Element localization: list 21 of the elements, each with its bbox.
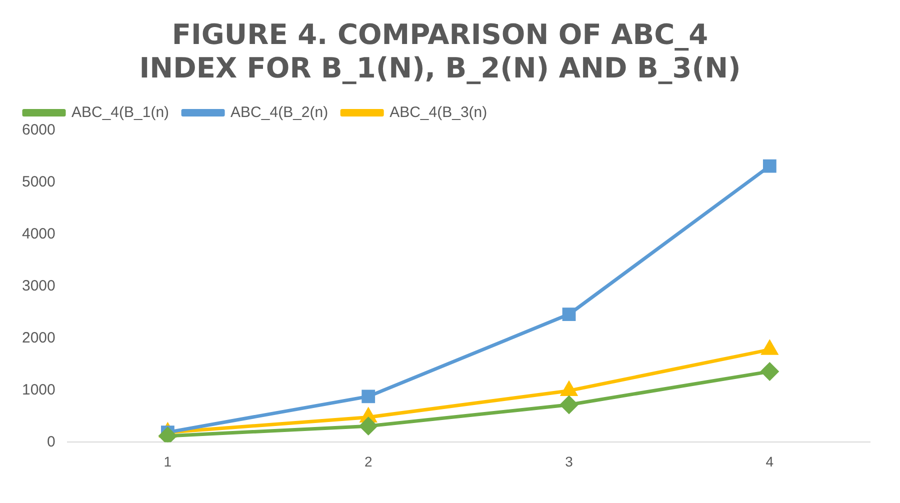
x-tick-label: 4 [766,453,774,470]
point [360,417,378,435]
y-tick-label: 5000 [22,173,56,190]
y-tick-label: 2000 [22,329,56,346]
point [562,308,576,321]
point [760,362,778,380]
point [560,396,578,414]
legend-label: ABC_4(B_3(n) [390,104,488,121]
x-tick-label: 3 [565,453,574,470]
y-tick-label: 0 [47,433,56,450]
y-tick-label: 4000 [22,225,56,242]
y-tick-label: 6000 [22,121,56,138]
legend-label: ABC_4(B_1(n) [72,104,170,121]
x-tick-label: 2 [364,453,372,470]
x-tick-label: 1 [164,453,172,470]
legend-label: ABC_4(B_2(n) [230,104,328,121]
point [362,390,376,404]
chart-title: FIGURE 4. COMPARISON OF ABC_4 INDEX FOR B_1(N), B_2(N) AND B_3(N) [139,18,741,85]
y-tick-label: 1000 [22,381,56,398]
y-tick-label: 3000 [22,277,56,294]
point [762,159,776,173]
